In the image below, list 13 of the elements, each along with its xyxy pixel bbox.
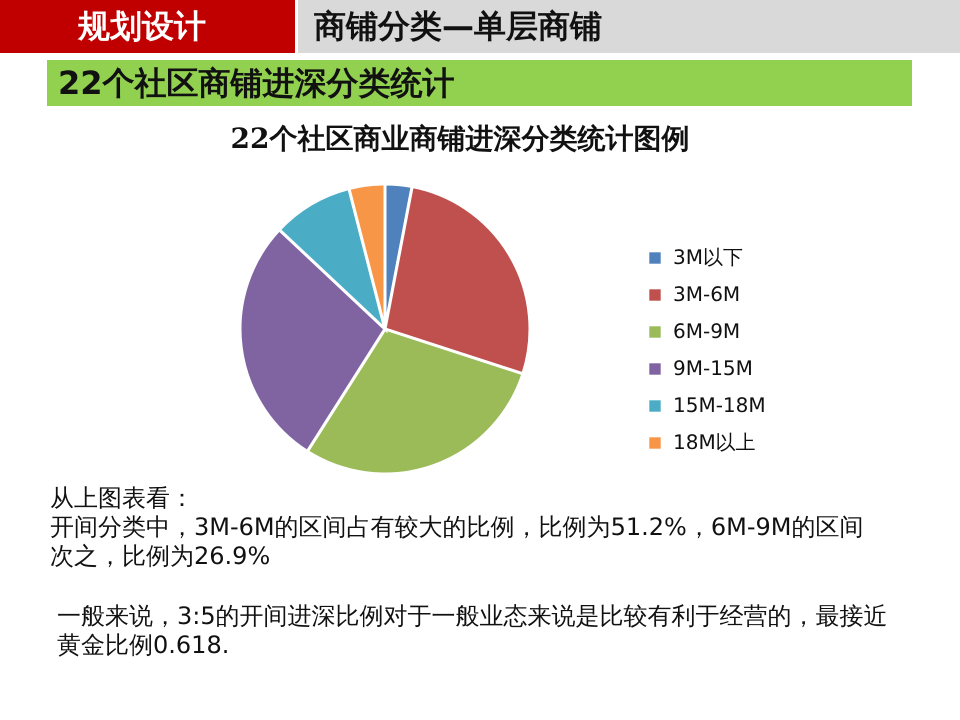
legend-label: 18M以上 — [673, 430, 756, 454]
legend-label: 3M以下 — [673, 245, 743, 269]
text: 一般来说，3:5的开间进深比例对于一般业态来说是比较有利于经营的，最接近黄金比例0.618. — [57, 602, 889, 660]
text: 开间分类中，3M-6M的区间占有较大的比例，比例为51.2%，6M-9M的区间次之，比例为26.9% — [50, 513, 864, 571]
legend-label: 9M-15M — [673, 356, 753, 380]
text: 从上图表看： — [50, 484, 195, 513]
legend-label: 3M-6M — [673, 282, 740, 306]
chart-title: 22个社区商业商铺进深分类统计图例 — [230, 122, 690, 155]
legend-label: 6M-9M — [673, 319, 740, 343]
legend-label: 15M-18M — [673, 393, 766, 417]
chart-subtitle: 22个社区商铺进深分类统计 — [58, 63, 455, 103]
text: 规划设计 — [78, 6, 206, 46]
text: 商铺分类—单层商铺 — [314, 6, 602, 46]
